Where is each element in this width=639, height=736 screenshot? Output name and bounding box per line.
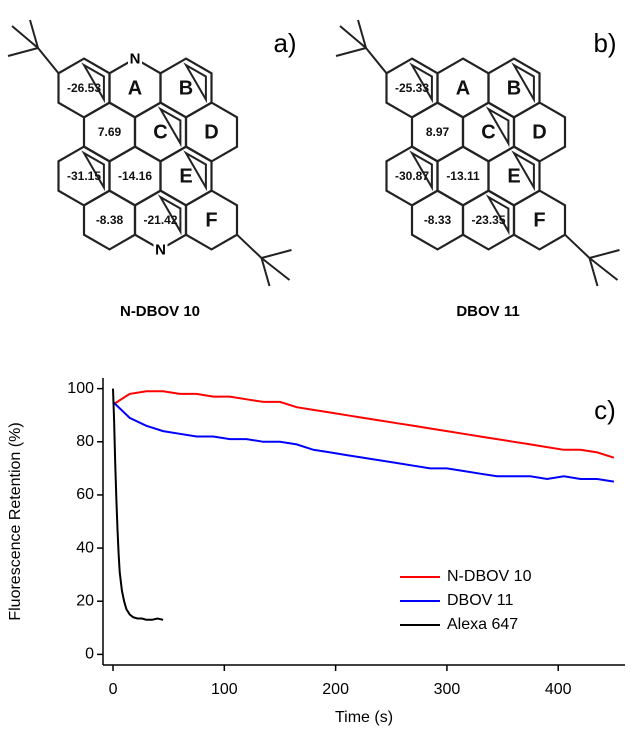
inner-bond	[183, 62, 207, 104]
bond	[589, 249, 620, 259]
bond	[260, 257, 271, 287]
data-line	[112, 388, 164, 621]
panel-label: a)	[273, 28, 296, 58]
bond	[261, 249, 292, 259]
x-tick-label: 200	[322, 681, 349, 698]
ring-letter: D	[532, 121, 546, 143]
x-tick-label: 300	[434, 681, 461, 698]
data-line	[112, 390, 615, 459]
nics-value: -8.38	[96, 213, 124, 227]
atom-bg	[153, 241, 168, 258]
ring-letter: D	[204, 121, 218, 143]
nics-value: -13.11	[446, 169, 480, 183]
inner-bond	[183, 150, 207, 192]
bond	[335, 47, 367, 57]
caption: DBOV 11	[456, 303, 519, 320]
inner-bond	[409, 62, 433, 104]
legend-label: N-DBOV 10	[447, 568, 532, 585]
atom-bg	[128, 50, 142, 67]
bond	[588, 257, 619, 281]
y-tick-label: 60	[76, 486, 94, 503]
caption: N-DBOV 10	[120, 303, 200, 320]
ring-letter: F	[205, 209, 217, 231]
inner-bond	[157, 106, 182, 148]
ring-letter: B	[179, 77, 193, 99]
atom-label: N	[155, 241, 166, 258]
nics-value: -23.35	[471, 213, 505, 227]
y-tick-label: 100	[67, 380, 94, 397]
ring-letter: F	[533, 209, 545, 231]
bond	[7, 47, 39, 57]
nics-value: -14.16	[118, 169, 152, 183]
y-tick-label: 40	[76, 539, 94, 556]
bond	[236, 233, 263, 259]
bond	[11, 25, 39, 49]
nics-value: -31.15	[67, 169, 101, 183]
y-tick-label: 80	[76, 433, 94, 450]
nics-value: -26.53	[67, 81, 101, 95]
ring-letter: E	[507, 165, 520, 187]
inner-bond	[511, 150, 535, 192]
bond	[29, 19, 39, 49]
bond	[365, 47, 388, 74]
inner-bond	[485, 194, 510, 236]
x-tick-label: 400	[545, 681, 572, 698]
inner-bond	[81, 150, 105, 192]
ring-letter: A	[456, 77, 470, 99]
ring-letter: C	[481, 121, 495, 143]
panel-label: b)	[593, 28, 616, 58]
nics-value: -21.42	[143, 213, 177, 227]
inner-bond	[81, 62, 105, 104]
bond	[260, 257, 291, 281]
y-tick-label: 20	[76, 592, 94, 609]
ring-letter: A	[128, 77, 142, 99]
y-tick-label: 0	[85, 646, 94, 663]
x-tick-label: 100	[211, 681, 238, 698]
bond	[339, 25, 367, 49]
bond	[564, 233, 591, 259]
nics-value: -30.87	[395, 169, 429, 183]
ring-letter: B	[507, 77, 521, 99]
data-line	[112, 401, 615, 483]
nics-value: 8.97	[426, 125, 450, 139]
inner-bond	[157, 194, 182, 236]
nics-value: -25.33	[395, 81, 429, 95]
y-axis-title: Fluorescence Retention (%)	[7, 422, 24, 620]
bond	[588, 257, 599, 287]
atom-label: N	[130, 51, 141, 68]
nics-value: 7.69	[98, 125, 122, 139]
ring	[512, 189, 567, 251]
ring	[184, 189, 239, 251]
x-axis-title: Time (s)	[335, 709, 393, 726]
legend-label: Alexa 647	[447, 616, 518, 633]
panel-label: c)	[594, 395, 616, 425]
x-tick-label: 0	[109, 681, 118, 698]
nics-value: -8.33	[424, 213, 452, 227]
bond	[357, 19, 367, 49]
inner-bond	[485, 106, 510, 148]
bond	[37, 47, 60, 74]
inner-bond	[409, 150, 433, 192]
inner-bond	[511, 62, 535, 104]
legend-label: DBOV 11	[447, 592, 514, 609]
ring-letter: C	[153, 121, 167, 143]
ring-letter: E	[179, 165, 192, 187]
